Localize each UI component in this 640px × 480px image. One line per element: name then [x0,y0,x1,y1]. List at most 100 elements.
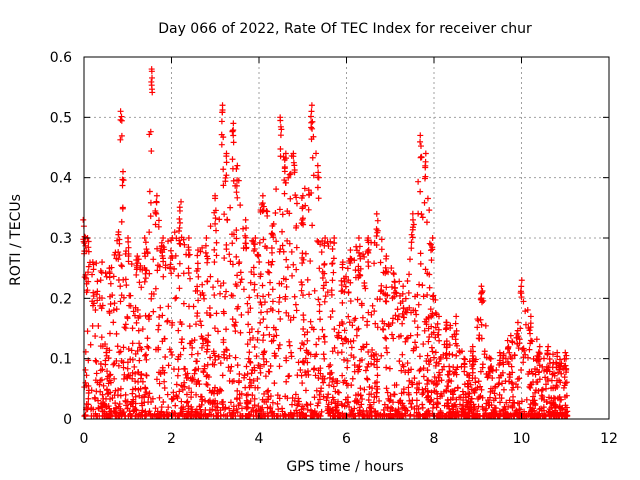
data-point [224,216,231,223]
data-point-peak [260,236,267,243]
data-point [532,389,539,396]
data-point [89,322,96,329]
data-point-peak [390,271,397,278]
data-point-peak [141,235,148,241]
data-point-peak [259,200,266,207]
data-point [423,358,430,365]
data-point-peak [168,270,175,277]
data-point [136,357,143,364]
data-point-peak [505,360,512,367]
data-point-peak [554,383,561,390]
data-point [218,141,225,148]
data-point [230,407,237,414]
data-point [433,404,440,411]
data-point [474,384,481,391]
data-point [99,391,106,398]
data-point [550,351,557,358]
data-point [299,281,306,288]
data-point [174,412,181,419]
data-point [251,344,258,351]
data-point [464,399,471,406]
data-point-peak [545,364,552,371]
data-point-peak [417,132,424,139]
data-point [147,213,154,220]
data-point [465,393,472,400]
data-point [288,248,295,255]
data-point [265,387,272,394]
data-point [284,208,291,215]
data-point-peak [85,244,92,251]
data-point [232,354,239,361]
data-point [420,293,427,300]
data-point [503,399,510,406]
data-point [116,400,123,407]
data-point [548,400,555,407]
data-point-peak [536,362,543,369]
data-point [237,400,244,407]
data-point [230,139,237,146]
data-point-peak [195,247,201,254]
data-point [373,351,380,358]
data-point [320,379,327,386]
data-point [329,394,336,401]
data-point [509,338,516,345]
data-point [109,292,116,299]
data-point [155,326,162,333]
data-point [88,405,95,412]
data-point [188,377,195,384]
data-point [450,408,457,415]
data-point [320,393,327,400]
data-point [332,400,339,407]
data-point [117,348,124,355]
data-point [377,259,384,266]
data-point-peak [202,249,209,256]
data-point [315,296,322,303]
data-point-peak [315,174,322,181]
data-point [149,395,156,402]
data-point-peak [428,257,435,264]
data-point [228,363,235,370]
data-point [402,338,409,345]
data-point [254,292,261,299]
data-point [175,272,182,279]
data-point-peak [251,281,258,288]
data-point [170,389,177,396]
data-point-peak [487,388,494,395]
data-point-peak [545,343,552,350]
data-point [316,301,323,308]
data-point [250,264,257,271]
data-point [475,378,482,385]
data-point [185,405,192,412]
data-point [124,365,131,372]
data-point [124,398,131,405]
data-point [242,412,249,419]
data-point [520,359,527,366]
data-point [446,368,453,375]
data-point-peak [229,156,236,163]
data-point [475,335,482,342]
data-point [335,332,342,339]
data-point [299,340,306,347]
data-point [236,395,243,402]
data-point [204,372,211,379]
data-point [161,378,168,385]
data-point-peak [259,208,266,215]
data-point [135,327,142,334]
data-point [110,319,117,326]
data-point-peak [355,235,362,241]
data-point [167,348,174,355]
data-point-peak [298,194,305,201]
data-point [424,291,431,298]
data-point [154,267,161,274]
data-point-peak [373,210,380,217]
data-point [132,412,139,419]
data-point [432,296,439,303]
data-point [341,327,348,334]
data-point [321,355,328,362]
data-point [534,366,541,373]
data-point [559,412,566,419]
data-point [219,372,226,379]
data-point [261,299,268,306]
data-point [377,288,384,295]
data-point [198,322,205,329]
